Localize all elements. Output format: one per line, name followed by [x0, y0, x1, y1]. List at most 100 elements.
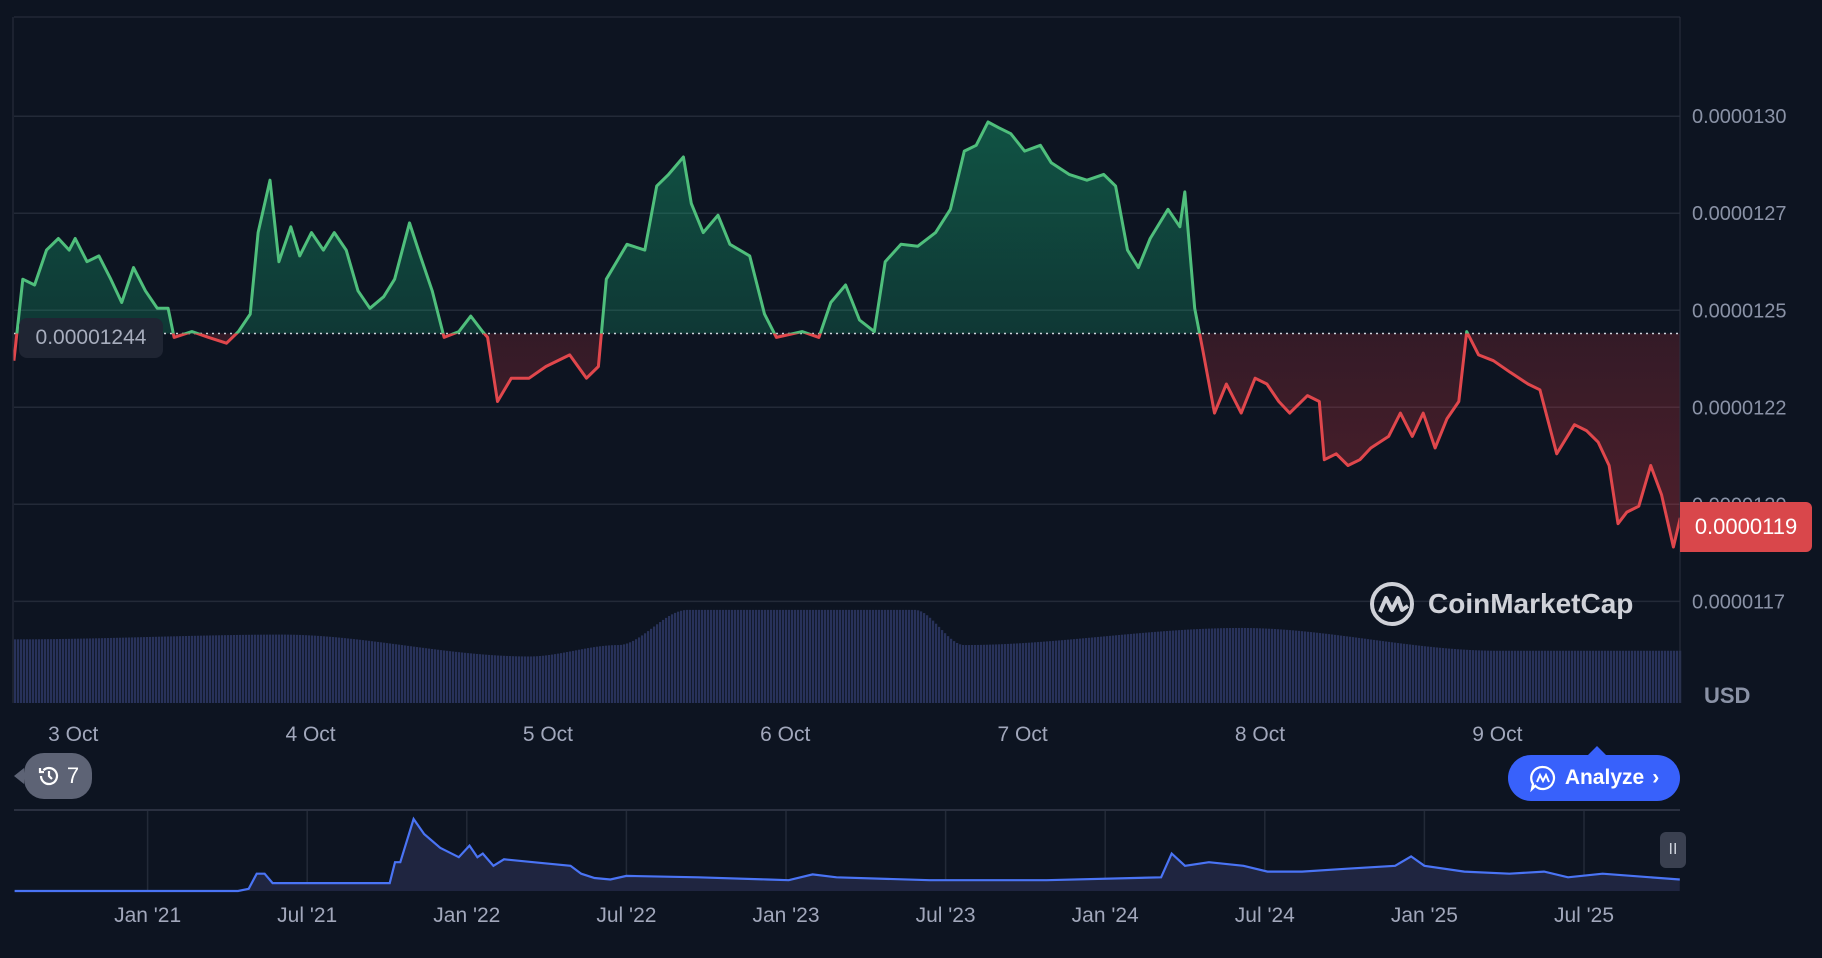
volume-bar	[1022, 643, 1025, 703]
volume-bar	[1484, 650, 1487, 703]
volume-bar	[1505, 650, 1508, 703]
volume-bar	[707, 609, 710, 703]
volume-bar	[203, 635, 206, 703]
volume-bar	[890, 609, 893, 703]
volume-bar	[1100, 636, 1103, 703]
volume-bar	[23, 639, 26, 703]
volume-bar	[863, 609, 866, 703]
volume-bar	[185, 635, 188, 703]
volume-bar	[1391, 642, 1394, 703]
navigator-handle[interactable]: II	[1660, 832, 1686, 868]
volume-bar	[878, 609, 881, 703]
volume-bar	[1655, 650, 1658, 703]
volume-bar	[713, 609, 716, 703]
volume-bar	[1295, 630, 1298, 703]
volume-bar	[1535, 650, 1538, 703]
volume-bar	[548, 655, 551, 703]
volume-bar	[1418, 645, 1421, 703]
volume-bar	[1592, 650, 1595, 703]
volume-bar	[515, 656, 518, 703]
volume-bar	[326, 636, 329, 703]
volume-bar	[644, 633, 647, 703]
volume-bar	[842, 609, 845, 703]
volume-bar	[1109, 635, 1112, 703]
navigator[interactable]: Jan '21 Jul '21 Jan '22 Jul '22 Jan '23 Jul '…	[14, 809, 1680, 927]
volume-bar	[1082, 638, 1085, 703]
x-tick-label: 7 Oct	[998, 723, 1048, 746]
volume-bar	[941, 630, 944, 703]
volume-bar	[875, 609, 878, 703]
volume-bar	[383, 642, 386, 703]
y-tick-label: 0.0000125	[1692, 300, 1787, 322]
volume-bar	[242, 634, 245, 703]
volume-bar	[386, 643, 389, 703]
volume-bar	[593, 647, 596, 703]
volume-bar	[263, 634, 266, 703]
volume-bar	[467, 653, 470, 703]
navigator-tick-label: Jan '22	[433, 904, 500, 927]
volume-bar	[338, 637, 341, 703]
volume-bar	[1202, 628, 1205, 703]
volume-bar	[848, 609, 851, 703]
volume-bar	[284, 634, 287, 703]
volume-bar	[101, 638, 104, 703]
volume-bar	[989, 644, 992, 703]
analyze-button[interactable]: Analyze ›	[1508, 746, 1680, 801]
volume-bar	[1175, 630, 1178, 703]
volume-bar	[1517, 650, 1520, 703]
volume-bar	[503, 655, 506, 703]
volume-bar	[1601, 650, 1604, 703]
volume-bar	[1037, 642, 1040, 703]
volume-bar	[1289, 630, 1292, 703]
volume-bar	[1583, 650, 1586, 703]
volume-bar	[641, 635, 644, 703]
volume-bar	[1199, 628, 1202, 703]
volume-bar	[1388, 641, 1391, 703]
volume-bar	[71, 638, 74, 703]
volume-bar	[218, 635, 221, 703]
volume-bar	[431, 648, 434, 703]
navigator-line	[14, 816, 1680, 893]
volume-bar	[1121, 634, 1124, 703]
volume-bar	[971, 645, 974, 703]
volume-bar	[362, 640, 365, 703]
volume-bar	[860, 609, 863, 703]
volume-bar	[347, 638, 350, 703]
volume-bar	[1280, 629, 1283, 703]
volume-bar	[1547, 650, 1550, 703]
volume-bar	[1226, 628, 1229, 703]
volume-bar	[44, 639, 47, 703]
volume-bar	[1442, 648, 1445, 703]
volume-bar	[1142, 632, 1145, 703]
volume-bar	[533, 656, 536, 703]
volume-bar	[1532, 650, 1535, 703]
volume-bar	[395, 644, 398, 703]
volume-bar	[938, 626, 941, 703]
volume-bar	[512, 656, 515, 703]
volume-bar	[1625, 650, 1628, 703]
volume-bar	[1004, 644, 1007, 703]
volume-bar	[251, 634, 254, 703]
volume-bar	[50, 639, 53, 703]
volume-bar	[1337, 635, 1340, 703]
volume-bar	[482, 654, 485, 703]
navigator-tick-label: Jan '21	[114, 904, 181, 927]
volume-bar	[839, 609, 842, 703]
volume-bar	[632, 640, 635, 703]
volume-bar	[1001, 644, 1004, 703]
volume-bar	[389, 643, 392, 703]
volume-bar	[1502, 650, 1505, 703]
history-button[interactable]: 7	[14, 753, 92, 799]
volume-bar	[1127, 634, 1130, 703]
volume-bar	[227, 635, 230, 703]
volume-bar	[170, 636, 173, 703]
volume-bar	[797, 609, 800, 703]
volume-bar	[674, 612, 677, 703]
volume-bar	[536, 656, 539, 703]
volume-bar	[1301, 631, 1304, 703]
volume-bar	[545, 655, 548, 703]
volume-bar	[1355, 637, 1358, 703]
volume-bar	[857, 609, 860, 703]
volume-bar	[1292, 630, 1295, 703]
